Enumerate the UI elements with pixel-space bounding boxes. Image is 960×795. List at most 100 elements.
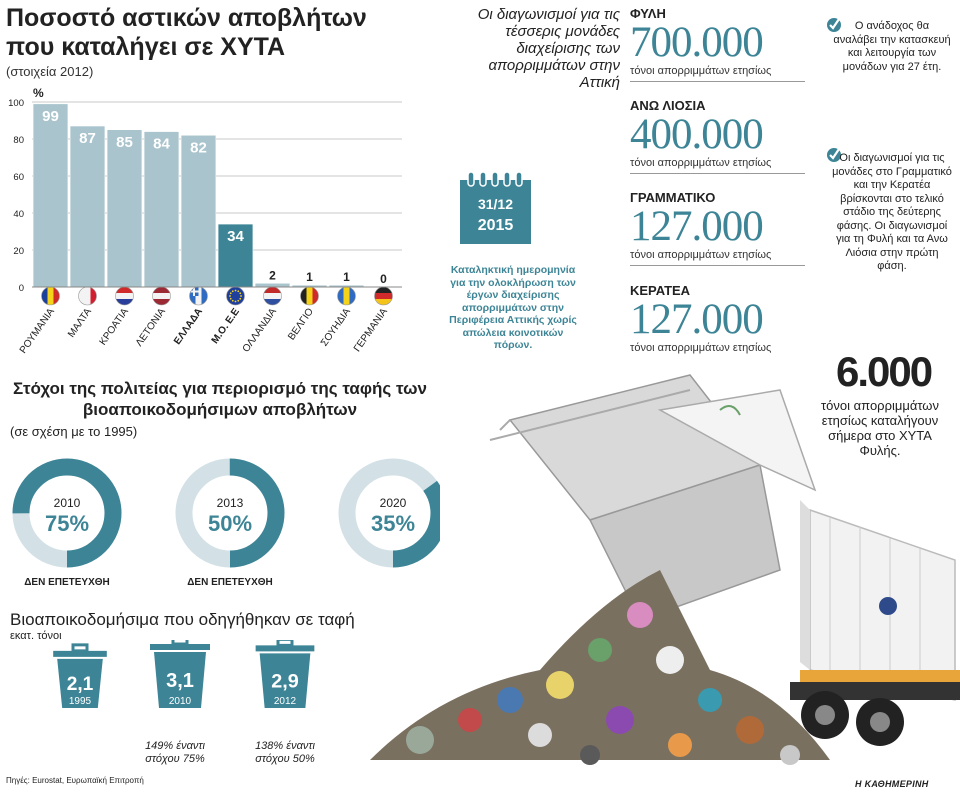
targets-subtitle: (σε σχέση με το 1995) (10, 424, 138, 439)
bullet-contractor: Ο ανάδοχος θα αναλάβει την κατασκευή και… (833, 20, 951, 73)
bin-handle (171, 640, 189, 646)
bar (32, 103, 69, 288)
target-year: 2013 (217, 496, 244, 510)
flag-icon (374, 286, 393, 306)
flag-icon (226, 286, 245, 306)
divider (630, 265, 805, 266)
site-name: ΓΡΑΜΜΑΤΙΚΟ (630, 190, 716, 205)
big-value: 6.000 (836, 348, 933, 395)
checkmark-icon (827, 148, 841, 162)
bar (143, 131, 180, 288)
flag-icon (152, 286, 171, 306)
brand-logo: Η ΚΑΘΗΜΕΡΙΝΗ (855, 779, 929, 789)
ring-arc (175, 458, 285, 568)
bar-value-label: 82 (190, 139, 207, 156)
bin-lid (150, 644, 210, 650)
category-label: ΜΑΛΤΑ (66, 306, 94, 340)
target-value: 50% (208, 511, 252, 536)
flag-icon (189, 286, 208, 306)
checkmark-icon (827, 18, 841, 32)
site-unit: τόνοι απορριμμάτων ετησίως (630, 342, 772, 354)
category-label: ΕΛΛΑΔΑ (172, 306, 205, 346)
bar-value-label: 0 (380, 272, 387, 286)
category-label: ΚΡΟΑΤΙΑ (98, 306, 132, 347)
y-tick-label: 20 (13, 246, 24, 257)
chart-subtitle: (στοιχεία 2012) (6, 64, 94, 79)
site-value: 127.000 (630, 203, 764, 250)
bin-value: 2,1 (67, 674, 94, 695)
bar (69, 125, 106, 288)
bar-value-label: 2 (269, 268, 276, 282)
bar-value-label: 1 (306, 270, 313, 284)
site-unit: τόνοι απορριμμάτων ετησίως (630, 157, 772, 169)
trash-bin-icon: 2,9 2012 (255, 640, 315, 708)
bar-value-label: 84 (153, 136, 170, 153)
category-label: ΛΕΤΟΝΙΑ (134, 306, 168, 348)
bullet-tenders-phase: Οι διαγωνισμοί για τις μονάδες στο Γραμμ… (832, 152, 952, 272)
target-year: 2010 (54, 496, 81, 510)
bar-value-label: 99 (42, 108, 59, 125)
bin-handle (276, 640, 294, 647)
bin-note-2010: 149% έναντι στόχου 75% (145, 740, 205, 765)
category-label: ΟΛΛΑΝΔΙΑ (241, 306, 279, 354)
bar-value-label: 1 (343, 270, 350, 284)
bar (217, 223, 254, 288)
site-unit: τόνοι απορριμμάτων ετησίως (630, 65, 772, 77)
bin-body (57, 658, 103, 708)
y-tick-label: 40 (13, 209, 24, 220)
targets-title: Στόχοι της πολιτείας για περιορισμό της … (13, 379, 427, 419)
bar-value-label: 87 (79, 130, 96, 147)
site-keratea: ΚΕΡΑΤΕΑ 127.000 τόνοι απορριμμάτων ετησί… (630, 283, 805, 354)
bin-handle (71, 643, 89, 653)
site-value: 400.000 (630, 111, 764, 158)
ring-arc (338, 458, 440, 568)
trash-bin-icon: 3,1 2010 (150, 640, 210, 708)
bin-value: 2,9 (271, 670, 299, 692)
divider (630, 173, 805, 174)
y-tick-label: 0 (19, 283, 24, 294)
y-tick-label: 100 (8, 98, 24, 109)
biodegradable-unit: εκατ. τόνοι (10, 630, 62, 642)
page-title: Ποσοστό αστικών αποβλήτων που καταλήγει … (6, 4, 367, 61)
site-name: ΦΥΛΗ (630, 6, 666, 21)
site-grammatiko: ΓΡΑΜΜΑΤΙΚΟ 127.000 τόνοι απορριμμάτων ετ… (630, 190, 805, 266)
flag-icon (263, 286, 282, 306)
bar (254, 283, 291, 288)
bar-value-label: 85 (116, 134, 133, 151)
flag-icon (41, 286, 60, 306)
source-note: Πηγές: Eurostat, Ευρωπαϊκή Επιτροπή (6, 776, 144, 785)
category-label: Μ.Ο. Ε.Ε (210, 306, 242, 346)
category-label: ΡΟΥΜΑΝΙΑ (18, 306, 57, 356)
target-value: 35% (371, 511, 415, 536)
bar (180, 135, 217, 288)
deadline-year: 2015 (478, 217, 514, 234)
biodegradable-title: Βιοαποικοδομήσιμα που οδηγήθηκαν σε ταφή (10, 610, 355, 629)
bin-value: 3,1 (166, 670, 194, 692)
flag-icon (300, 286, 319, 306)
deadline-text: Καταληκτική ημερομηνία για την ολοκλήρωσ… (449, 264, 577, 351)
target-status: ΔΕΝ ΕΠΕΤΕΥΧΘΗ (24, 577, 110, 588)
divider (630, 81, 805, 82)
bin-body (154, 652, 206, 708)
site-value: 700.000 (630, 19, 764, 66)
bin-body (259, 653, 311, 708)
site-fyli: ΦΥΛΗ 700.000 τόνοι απορριμμάτων ετησίως (630, 6, 805, 82)
target-year: 2020 (380, 496, 407, 510)
site-ano-liosia: ΑΝΩ ΛΙΟΣΙΑ 400.000 τόνοι απορριμμάτων ετ… (630, 98, 805, 174)
target-value: 75% (45, 511, 89, 536)
garbage-truck-illustration (370, 374, 960, 765)
flag-icon (115, 286, 134, 306)
bin-year: 1995 (69, 696, 92, 707)
bin-note-2012: 138% έναντι στόχου 50% (255, 740, 315, 765)
y-tick-label: 80 (13, 135, 24, 146)
bin-year: 2012 (274, 696, 297, 707)
target-status: ΔΕΝ ΕΠΕΤΕΥΧΘΗ (187, 577, 273, 588)
site-name: ΑΝΩ ΛΙΟΣΙΑ (630, 98, 706, 113)
ring-arc (12, 458, 122, 568)
flag-icon (337, 286, 356, 306)
